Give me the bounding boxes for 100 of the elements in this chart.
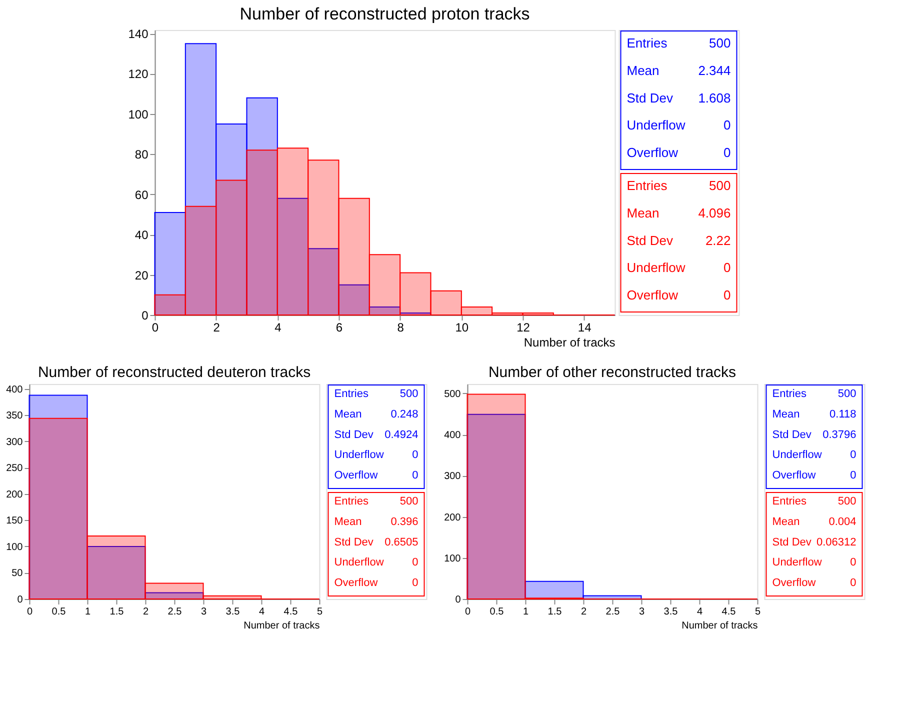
- y-tick-label: 0: [455, 594, 462, 606]
- text: Overflow: [334, 576, 378, 589]
- chart-title: Number of other reconstructed tracks: [488, 364, 736, 381]
- y-tick-label: 400: [444, 430, 462, 442]
- text: 0: [850, 449, 856, 462]
- text: Mean: [772, 516, 800, 528]
- text: Mean: [334, 408, 362, 420]
- x-tick-label: 0.5: [490, 606, 504, 618]
- x-tick-label: 3.5: [664, 606, 678, 618]
- text: Mean: [626, 62, 660, 78]
- text: 500: [400, 388, 418, 400]
- y-tick-label: 350: [6, 410, 24, 422]
- x-tick-label: 5: [754, 606, 761, 618]
- y-tick-label: 400: [6, 384, 24, 396]
- text: Entries: [334, 388, 369, 400]
- x-tick-label: 2: [580, 606, 587, 618]
- x-tick-label: 12: [516, 320, 530, 334]
- text: Std Dev: [626, 232, 674, 248]
- text: Overflow: [772, 576, 816, 589]
- text: 500: [838, 388, 856, 400]
- text: 0: [724, 144, 731, 160]
- text: 500: [400, 496, 418, 508]
- text: Std Dev: [772, 536, 812, 548]
- text: Std Dev: [334, 536, 374, 548]
- x-tick-label: 14: [578, 320, 592, 334]
- text: 0: [850, 556, 856, 569]
- y-tick-label: 50: [12, 568, 24, 580]
- text: 500: [709, 36, 731, 51]
- x-tick-label: 0: [152, 320, 159, 334]
- text: 500: [709, 178, 731, 194]
- text: 0.118: [830, 408, 856, 420]
- x-tick-label: 10: [455, 320, 469, 334]
- text: 0: [412, 469, 418, 482]
- text: 0.6505: [384, 536, 418, 548]
- x-tick-label: 2: [213, 320, 220, 334]
- text: Underflow: [772, 556, 822, 569]
- x-tick-label: 6: [336, 320, 343, 334]
- x-tick-label: 1.5: [110, 606, 124, 618]
- text: 0: [412, 576, 418, 589]
- x-axis-title: Number of tracks: [244, 620, 320, 632]
- chart-title: Number of reconstructed deuteron tracks: [38, 364, 311, 381]
- y-tick-label: 100: [128, 107, 149, 122]
- y-tick-label: 100: [444, 553, 462, 564]
- text: 0: [850, 576, 856, 589]
- x-tick-label: 3.5: [226, 606, 240, 618]
- x-tick-label: 0: [464, 606, 471, 618]
- text: 0.06312: [816, 536, 856, 548]
- text: 0.3796: [822, 428, 856, 441]
- x-tick-label: 2: [142, 606, 149, 618]
- x-tick-label: 1: [522, 606, 529, 618]
- text: 0: [412, 449, 418, 462]
- x-axis-title: Number of tracks: [682, 620, 758, 632]
- text: Mean: [334, 516, 362, 528]
- x-axis-title: Number of tracks: [524, 336, 616, 350]
- y-tick-label: 300: [444, 471, 462, 482]
- text: 2.344: [698, 62, 731, 78]
- text: Std Dev: [334, 428, 374, 441]
- y-tick-label: 150: [6, 516, 24, 527]
- x-tick-label: 4: [258, 606, 265, 618]
- y-tick-label: 200: [6, 489, 24, 500]
- x-tick-label: 3: [200, 606, 207, 618]
- y-tick-label: 80: [134, 148, 149, 162]
- text: Underflow: [334, 449, 384, 462]
- x-tick-label: 5: [316, 606, 323, 618]
- text: 0: [412, 556, 418, 569]
- x-tick-label: 4: [696, 606, 703, 618]
- text: 500: [838, 496, 856, 508]
- text: Underflow: [334, 556, 384, 569]
- text: 1.608: [698, 90, 731, 106]
- text: 0: [724, 260, 731, 276]
- text: 0.248: [390, 408, 418, 420]
- text: 0: [724, 118, 731, 133]
- chart-title: Number of reconstructed proton tracks: [240, 4, 530, 24]
- y-tick-label: 140: [128, 27, 149, 42]
- x-tick-label: 3: [638, 606, 645, 618]
- y-tick-label: 60: [134, 188, 149, 202]
- text: 0.396: [390, 516, 418, 528]
- x-tick-label: 2.5: [606, 606, 620, 618]
- text: Entries: [772, 388, 807, 400]
- y-tick-label: 0: [17, 594, 24, 606]
- text: 0: [724, 287, 731, 302]
- text: Overflow: [772, 469, 816, 482]
- y-tick-label: 300: [6, 436, 24, 448]
- x-tick-label: 4: [274, 320, 282, 334]
- y-tick-label: 0: [142, 308, 149, 322]
- x-tick-label: 4.5: [284, 606, 298, 618]
- text: Entries: [626, 178, 668, 194]
- text: Underflow: [626, 260, 686, 276]
- y-tick-label: 250: [6, 463, 24, 474]
- text: Entries: [772, 496, 807, 508]
- text: Entries: [626, 36, 668, 51]
- text: Overflow: [626, 144, 679, 160]
- text: Std Dev: [626, 90, 674, 106]
- y-tick-label: 20: [134, 268, 149, 282]
- text: Overflow: [626, 287, 679, 302]
- text: Mean: [626, 205, 660, 220]
- text: Underflow: [772, 449, 822, 462]
- x-tick-label: 4.5: [722, 606, 736, 618]
- text: 2.22: [705, 232, 731, 248]
- text: Mean: [772, 408, 800, 420]
